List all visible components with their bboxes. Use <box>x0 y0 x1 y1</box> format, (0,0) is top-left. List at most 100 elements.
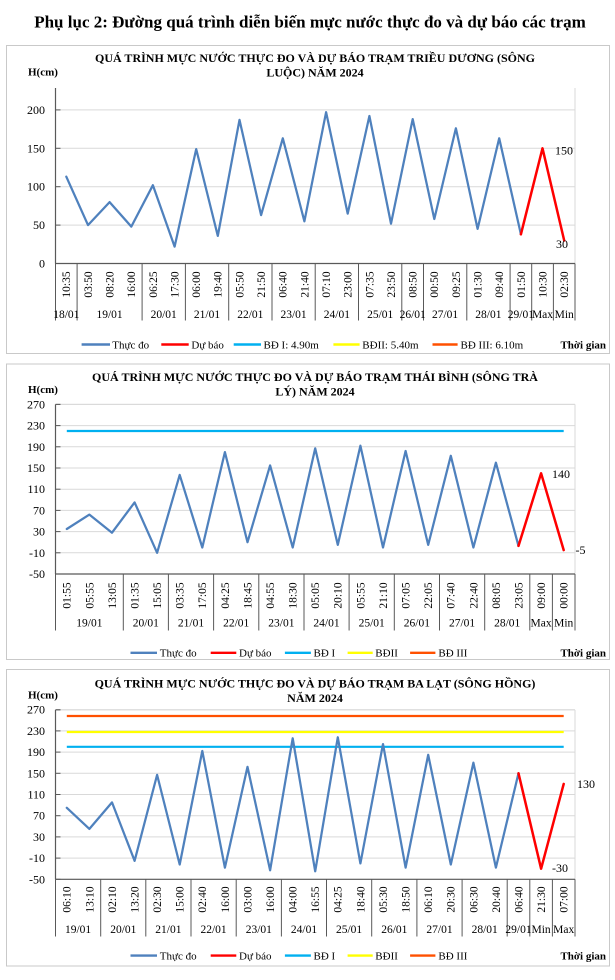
svg-text:29/01: 29/01 <box>505 924 531 936</box>
svg-text:23/01: 23/01 <box>268 618 294 630</box>
svg-text:09:00: 09:00 <box>536 582 548 608</box>
svg-text:21:30: 21:30 <box>536 886 548 912</box>
svg-text:190: 190 <box>27 440 45 454</box>
svg-text:18:30: 18:30 <box>288 582 300 608</box>
svg-text:06:00: 06:00 <box>191 271 203 297</box>
svg-text:26/01: 26/01 <box>404 618 430 630</box>
svg-text:04:25: 04:25 <box>333 886 345 912</box>
svg-text:LUỘC) NĂM 2024: LUỘC) NĂM 2024 <box>266 66 363 80</box>
svg-text:00:50: 00:50 <box>429 271 441 297</box>
svg-text:18:45: 18:45 <box>242 582 254 608</box>
svg-text:Min: Min <box>555 309 574 321</box>
svg-text:10:35: 10:35 <box>61 271 73 297</box>
svg-text:Thời gian: Thời gian <box>560 648 606 660</box>
svg-text:04:25: 04:25 <box>220 582 232 608</box>
svg-text:150: 150 <box>555 144 573 158</box>
svg-text:06:40: 06:40 <box>278 271 290 297</box>
svg-text:270: 270 <box>27 703 45 717</box>
svg-text:19/01: 19/01 <box>96 309 122 321</box>
svg-text:Thực đo: Thực đo <box>160 648 197 660</box>
svg-text:BĐ III: BĐ III <box>438 950 467 962</box>
svg-text:01:30: 01:30 <box>473 271 485 297</box>
svg-text:22/01: 22/01 <box>200 924 226 936</box>
svg-text:Thời gian: Thời gian <box>560 339 606 351</box>
svg-text:22:05: 22:05 <box>423 582 435 608</box>
svg-text:06:10: 06:10 <box>423 886 435 912</box>
svg-text:09:25: 09:25 <box>451 271 463 297</box>
svg-text:BĐ III: BĐ III <box>438 648 467 660</box>
svg-text:05:55: 05:55 <box>355 582 367 608</box>
svg-text:30: 30 <box>556 237 568 251</box>
svg-text:130: 130 <box>577 777 595 791</box>
svg-text:70: 70 <box>33 503 45 517</box>
svg-text:19/01: 19/01 <box>76 618 102 630</box>
svg-text:03:50: 03:50 <box>83 271 95 297</box>
svg-text:BĐII: BĐII <box>375 950 398 962</box>
svg-text:110: 110 <box>27 788 45 802</box>
svg-text:150: 150 <box>27 141 45 155</box>
svg-text:19/01: 19/01 <box>65 924 91 936</box>
svg-text:07:40: 07:40 <box>446 582 458 608</box>
svg-text:200: 200 <box>27 103 45 117</box>
svg-text:H(cm): H(cm) <box>28 690 58 702</box>
svg-text:Max: Max <box>531 618 552 630</box>
svg-text:27/01: 27/01 <box>449 618 475 630</box>
svg-text:H(cm): H(cm) <box>28 384 58 396</box>
svg-text:BĐII: 5.40m: BĐII: 5.40m <box>362 339 419 351</box>
svg-text:28/01: 28/01 <box>472 924 498 936</box>
svg-text:-10: -10 <box>29 546 45 560</box>
svg-text:50: 50 <box>33 218 45 232</box>
svg-text:24/01: 24/01 <box>324 309 350 321</box>
svg-text:02:30: 02:30 <box>559 271 571 297</box>
svg-text:28/01: 28/01 <box>494 618 520 630</box>
svg-text:03:35: 03:35 <box>175 582 187 608</box>
svg-text:16:00: 16:00 <box>220 886 232 912</box>
svg-text:20:40: 20:40 <box>491 886 503 912</box>
svg-text:05:55: 05:55 <box>84 582 96 608</box>
svg-text:09:40: 09:40 <box>494 271 506 297</box>
svg-text:230: 230 <box>27 419 45 433</box>
svg-text:07:10: 07:10 <box>321 271 333 297</box>
svg-text:150: 150 <box>27 766 45 780</box>
svg-text:20:30: 20:30 <box>446 886 458 912</box>
svg-text:02:30: 02:30 <box>152 886 164 912</box>
svg-text:08:50: 08:50 <box>408 271 420 297</box>
svg-text:NĂM 2024: NĂM 2024 <box>287 691 343 705</box>
svg-text:22:40: 22:40 <box>468 582 480 608</box>
svg-text:20/01: 20/01 <box>133 618 159 630</box>
svg-text:22/01: 22/01 <box>237 309 263 321</box>
svg-text:Thực đo: Thực đo <box>160 950 197 962</box>
svg-text:190: 190 <box>27 745 45 759</box>
svg-text:16:00: 16:00 <box>126 271 138 297</box>
svg-text:H(cm): H(cm) <box>28 67 58 79</box>
svg-text:23:50: 23:50 <box>386 271 398 297</box>
svg-text:21:40: 21:40 <box>299 271 311 297</box>
svg-text:Dự báo: Dự báo <box>239 648 272 660</box>
svg-text:04:55: 04:55 <box>265 582 277 608</box>
svg-text:23/01: 23/01 <box>280 309 306 321</box>
svg-text:17:05: 17:05 <box>197 582 209 608</box>
svg-text:01:55: 01:55 <box>62 582 74 608</box>
svg-text:13:05: 13:05 <box>107 582 119 608</box>
svg-text:05:05: 05:05 <box>310 582 322 608</box>
svg-text:-5: -5 <box>576 543 586 557</box>
svg-text:23:00: 23:00 <box>343 271 355 297</box>
svg-text:100: 100 <box>27 180 45 194</box>
svg-text:23:05: 23:05 <box>513 582 525 608</box>
svg-text:30: 30 <box>33 525 45 539</box>
svg-text:Dự báo: Dự báo <box>191 339 224 351</box>
svg-text:BĐ I: BĐ I <box>314 950 336 962</box>
svg-text:18/01: 18/01 <box>53 309 79 321</box>
svg-text:0: 0 <box>39 257 45 271</box>
svg-text:BĐII: BĐII <box>375 648 398 660</box>
svg-text:20/01: 20/01 <box>151 309 177 321</box>
svg-text:13:10: 13:10 <box>84 886 96 912</box>
svg-text:Phụ lục 2: Đường quá trình diễ: Phụ lục 2: Đường quá trình diễn biến mực… <box>34 13 586 32</box>
svg-text:21/01: 21/01 <box>194 309 220 321</box>
svg-text:07:05: 07:05 <box>401 582 413 608</box>
svg-text:22/01: 22/01 <box>223 618 249 630</box>
svg-text:-30: -30 <box>552 861 568 875</box>
svg-text:03:00: 03:00 <box>242 886 254 912</box>
svg-text:02:40: 02:40 <box>197 886 209 912</box>
svg-text:Thực đo: Thực đo <box>112 339 149 351</box>
